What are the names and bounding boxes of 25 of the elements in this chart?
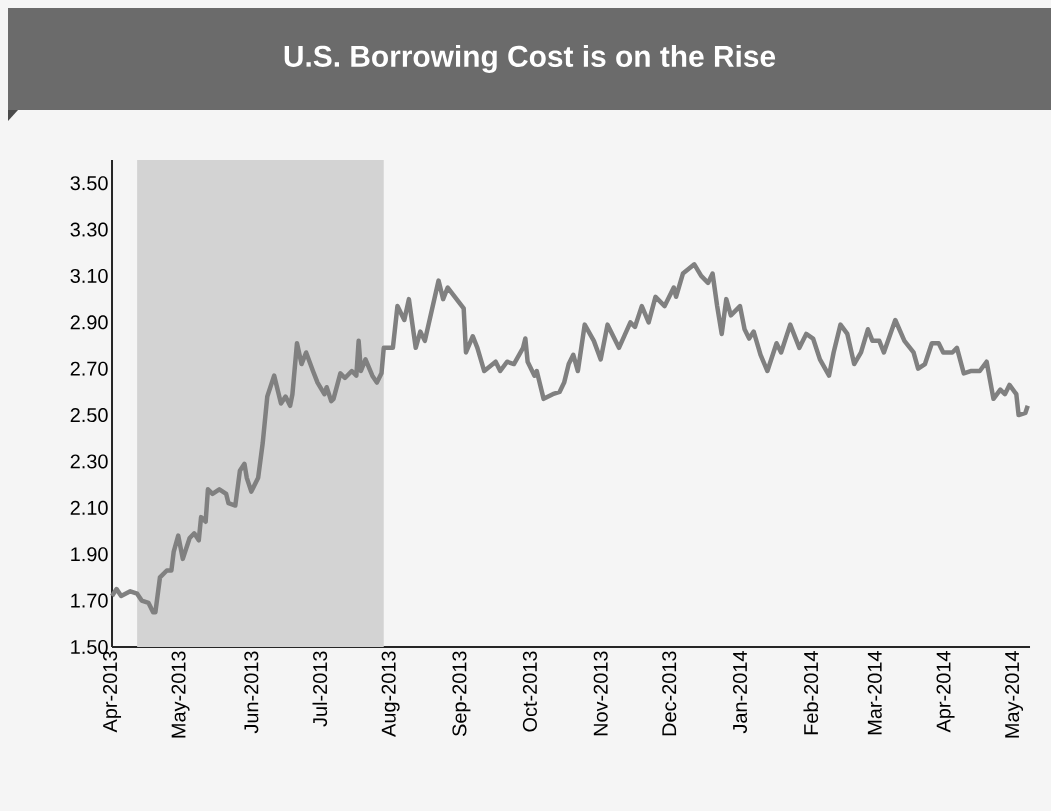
chart-title: U.S. Borrowing Cost is on the Rise xyxy=(284,44,776,73)
y-tick-label: 2.10 xyxy=(70,500,108,515)
y-tick-label: 1.90 xyxy=(71,547,108,562)
y-tick-label: 1.70 xyxy=(71,593,108,608)
line-series xyxy=(109,262,1030,615)
y-tick-label: 2.90 xyxy=(70,315,108,330)
x-tick-label: Jul-2013 xyxy=(312,651,328,727)
x-tick-label: Nov-2013 xyxy=(593,651,608,736)
x-tick-label: Jun-2013 xyxy=(244,651,259,734)
y-tick-label: 3.50 xyxy=(70,176,108,191)
x-tick-label: Aug-2013 xyxy=(381,651,400,737)
y-tick-label: 2.70 xyxy=(70,361,108,376)
x-tick-label: Apr-2014 xyxy=(936,651,955,733)
y-tick-label: 3.10 xyxy=(70,268,108,283)
x-tick-label: Jan-2014 xyxy=(732,651,748,734)
x-tick-label: May-2014 xyxy=(1005,651,1024,738)
x-tick-label: Oct-2013 xyxy=(522,651,537,732)
x-tick-label: Sep-2013 xyxy=(452,651,471,737)
x-tick-label: May-2013 xyxy=(171,651,190,738)
y-tick-label: 2.50 xyxy=(70,408,108,423)
x-tick-label: Dec-2013 xyxy=(662,651,677,736)
y-tick-label: 2.30 xyxy=(70,454,108,469)
x-tick-label: Feb-2014 xyxy=(803,651,819,735)
x-tick-label: Mar-2014 xyxy=(867,651,882,735)
y-tick-label: 3.30 xyxy=(70,222,108,237)
